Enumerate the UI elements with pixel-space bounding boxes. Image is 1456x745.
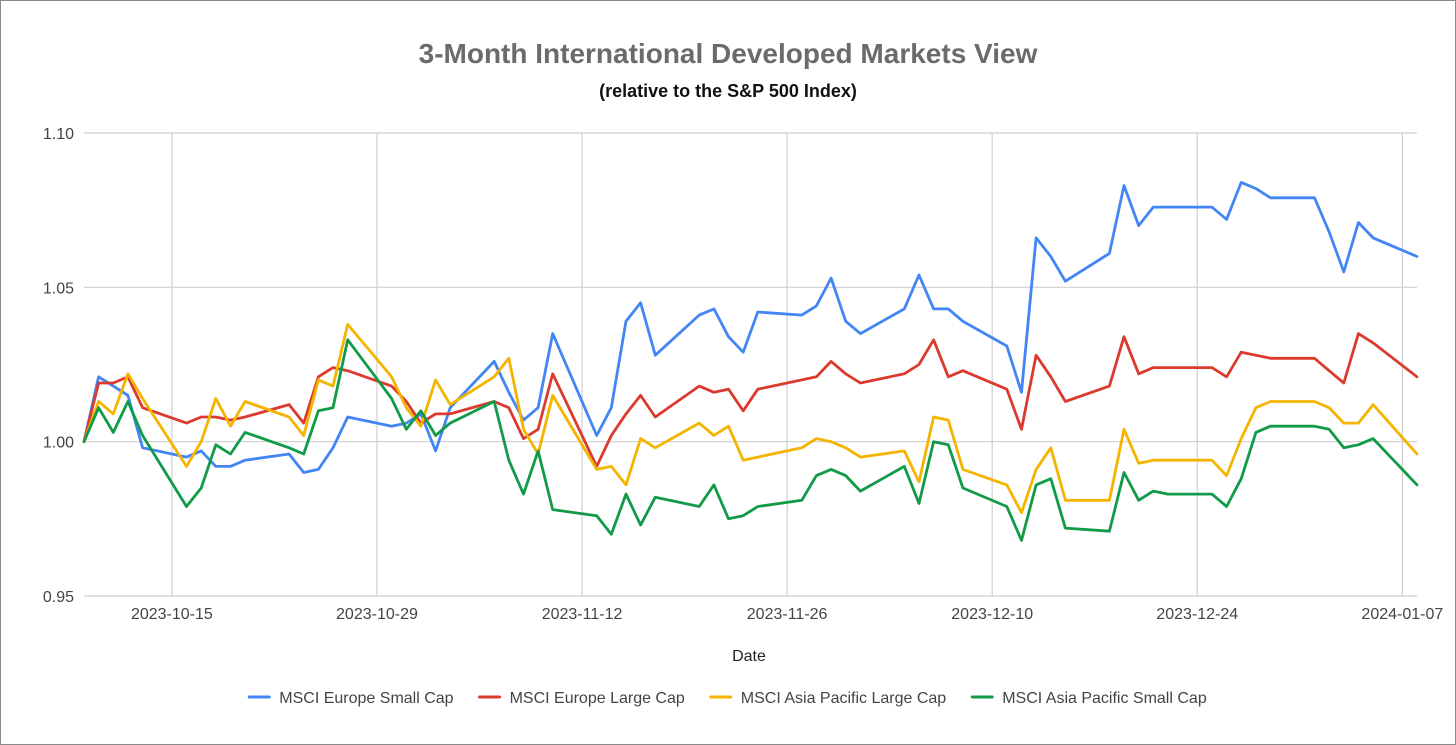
- series-line: [82, 332, 1419, 468]
- chart-subtitle: (relative to the S&P 500 Index): [599, 81, 857, 101]
- y-tick-label: 1.00: [43, 435, 74, 452]
- chart-title: 3-Month International Developed Markets …: [419, 38, 1038, 69]
- x-tick-label: 2023-10-15: [131, 606, 213, 623]
- x-tick-label: 2023-10-29: [336, 606, 418, 623]
- legend-item: MSCI Europe Large Cap: [478, 690, 685, 707]
- legend-label: MSCI Europe Small Cap: [279, 690, 453, 707]
- x-tick-label: 2023-11-26: [747, 606, 828, 623]
- series-line: [82, 180, 1419, 474]
- y-tick-label: 0.95: [43, 589, 74, 606]
- series-group: [82, 332, 1419, 468]
- x-axis-title: Date: [732, 648, 766, 665]
- series-line: [82, 322, 1419, 515]
- y-tick-label: 1.10: [43, 126, 74, 143]
- y-axis-ticks: 0.95 1.00 1.05 1.10: [43, 126, 74, 606]
- x-tick-label: 2024-01-07: [1361, 606, 1443, 623]
- series-group: [82, 338, 1419, 542]
- y-tick-label: 1.05: [43, 280, 74, 297]
- series-line: [82, 338, 1419, 542]
- series-group: [82, 322, 1419, 515]
- legend-item: MSCI Europe Small Cap: [247, 690, 454, 707]
- x-tick-label: 2023-12-24: [1156, 606, 1238, 623]
- grid-lines: [84, 132, 1417, 597]
- legend-label: MSCI Asia Pacific Small Cap: [1002, 690, 1207, 707]
- series-group: [82, 180, 1419, 474]
- x-axis-ticks: 2023-10-15 2023-10-29 2023-11-12 2023-11-26…: [131, 606, 1443, 623]
- legend-label: MSCI Europe Large Cap: [510, 690, 685, 707]
- series-lines: [82, 180, 1419, 542]
- legend-item: MSCI Asia Pacific Small Cap: [970, 690, 1207, 707]
- legend-label: MSCI Asia Pacific Large Cap: [741, 690, 947, 707]
- legend: MSCI Europe Small Cap MSCI Europe Large C…: [247, 690, 1207, 707]
- legend-item: MSCI Asia Pacific Large Cap: [709, 690, 947, 707]
- x-tick-label: 2023-11-12: [542, 606, 623, 623]
- x-tick-label: 2023-12-10: [951, 606, 1033, 623]
